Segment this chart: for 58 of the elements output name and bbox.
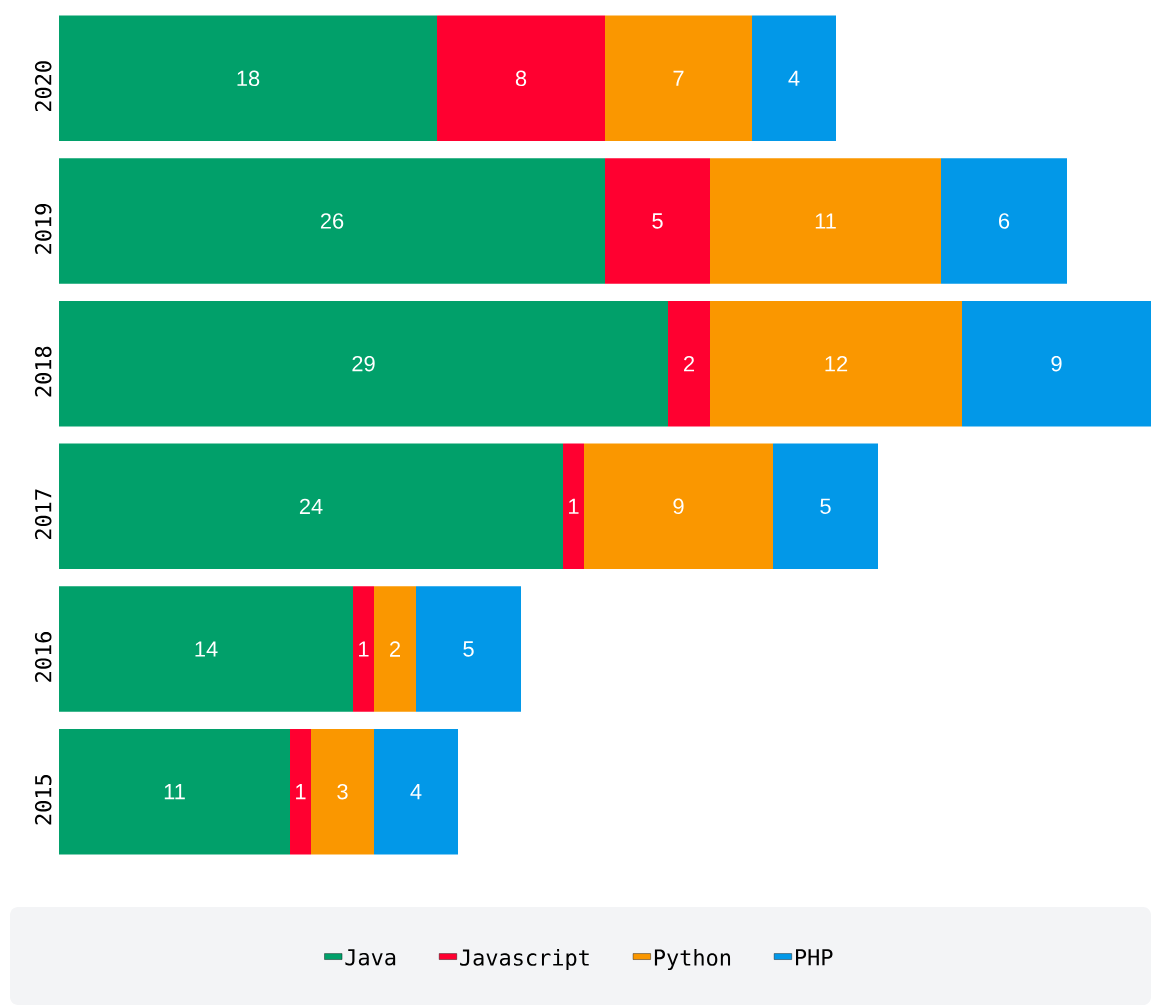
y-tick-label: 2020 [34,61,52,112]
bar [374,586,417,712]
data-label: 11 [164,784,185,800]
data-label: 4 [788,70,800,86]
bar [311,728,375,855]
data-label: 1 [296,784,306,800]
data-label: 1 [569,498,579,514]
bar [605,158,710,284]
bar [962,300,1151,427]
data-label: 7 [673,70,684,86]
data-label: 9 [673,498,684,515]
bar [353,586,375,712]
data-label: 4 [410,784,422,800]
bar [668,300,710,427]
legend-label: PHP [796,949,833,966]
data-label: 14 [195,641,218,657]
bar [941,158,1067,284]
data-label: 24 [299,498,323,514]
bar [605,15,752,142]
y-tick-label: 2017 [34,489,52,540]
data-label: 2 [684,356,694,372]
bar [59,586,354,712]
data-label: 12 [825,356,848,372]
bar [290,728,312,855]
data-label: 3 [337,783,348,800]
bar [59,728,291,855]
bar [563,443,584,570]
bar [437,15,605,142]
y-tick-label: 2018 [34,346,52,397]
bar [416,586,522,712]
data-label: 5 [463,641,474,657]
data-label: 6 [999,213,1010,229]
legend-label: Javascript [460,948,589,971]
bar [584,443,773,570]
legend-label: Java [345,949,396,966]
data-label: 9 [1051,355,1062,372]
data-label: 18 [237,70,260,87]
data-label: 11 [815,213,836,229]
y-tick-label: 2015 [34,775,52,825]
data-label: 1 [359,641,369,657]
bar [59,300,668,427]
bar [374,728,459,855]
y-tick-label: 2016 [34,632,52,682]
bar [59,15,438,142]
y-tick-label: 2019 [34,204,52,254]
data-label: 5 [652,213,663,229]
data-label: 29 [352,355,375,372]
bar [710,300,962,427]
legend-label: Python [654,948,731,971]
bar [752,15,836,142]
bar [710,158,941,284]
data-label: 5 [820,498,831,514]
data-label: 2 [390,641,400,657]
data-label: 26 [320,213,344,229]
bar [59,158,605,284]
bar [773,443,878,570]
bar [59,443,564,570]
data-label: 8 [515,70,527,87]
